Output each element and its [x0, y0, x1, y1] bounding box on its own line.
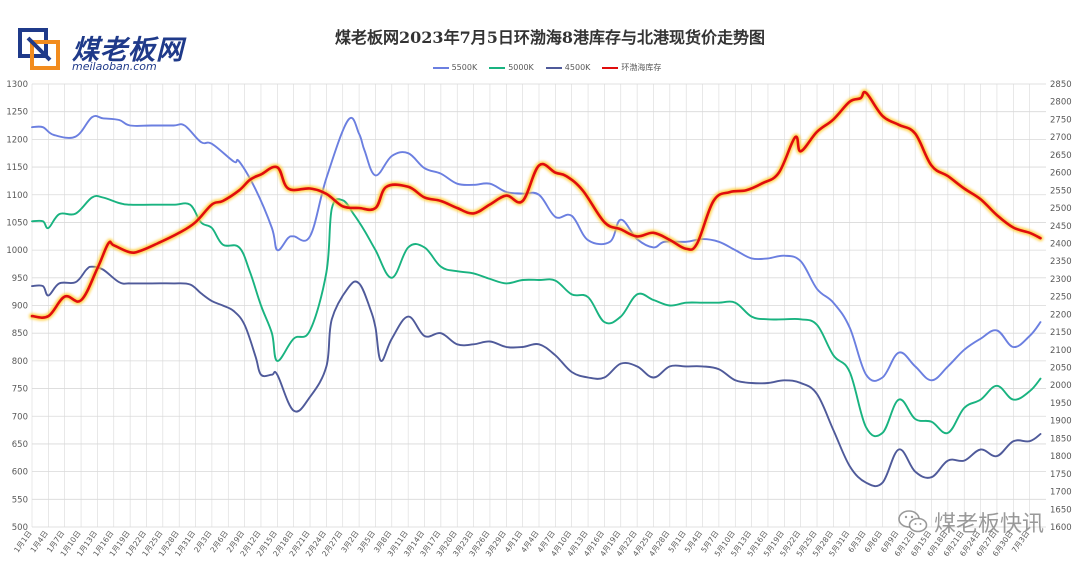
left-tick-label: 550 — [12, 495, 28, 505]
grid-lines — [31, 83, 1046, 528]
right-tick-label: 1600 — [1050, 523, 1072, 533]
right-tick-label: 2550 — [1050, 186, 1072, 196]
brand-url: meilaoban.com — [72, 60, 157, 73]
legend-swatch-inventory — [602, 66, 619, 69]
brand-name: 煤老板网 — [72, 35, 184, 66]
left-tick-label: 900 — [12, 302, 28, 312]
legend-label-5500k: 5500K — [451, 63, 478, 72]
right-tick-label: 2850 — [1050, 80, 1072, 90]
right-axis-ticks: 1600 1650 1700 1750 1800 1850 1900 1950 2000 2050… — [1050, 80, 1072, 533]
right-tick-label: 2150 — [1050, 328, 1072, 338]
legend-item-5000k[interactable]: 5000K — [489, 62, 534, 73]
brand-logo: 煤老板网 meilaoban.com — [14, 24, 214, 74]
left-tick-label: 1000 — [6, 246, 28, 256]
right-tick-label: 2250 — [1050, 293, 1072, 303]
left-tick-label: 950 — [12, 274, 28, 284]
right-tick-label: 2400 — [1050, 239, 1072, 249]
right-tick-label: 2800 — [1050, 98, 1072, 108]
right-tick-label: 1700 — [1050, 488, 1072, 498]
left-tick-label: 1100 — [6, 191, 28, 201]
right-tick-label: 1900 — [1050, 417, 1072, 427]
right-tick-label: 2350 — [1050, 257, 1072, 267]
left-tick-label: 1300 — [6, 80, 28, 90]
legend-item-5500k[interactable]: 5500K — [432, 62, 478, 73]
left-tick-label: 850 — [12, 329, 28, 339]
left-tick-label: 600 — [12, 468, 28, 478]
legend-item-inventory[interactable]: 环渤海库存 — [602, 62, 661, 73]
right-tick-label: 2050 — [1050, 364, 1072, 374]
left-tick-label: 800 — [12, 357, 28, 367]
legend-swatch-5500k — [432, 66, 449, 69]
series-line-inventory — [30, 90, 1042, 319]
legend-item-4500k[interactable]: 4500K — [545, 62, 591, 73]
right-tick-label: 2450 — [1050, 222, 1072, 232]
left-tick-label: 700 — [12, 412, 28, 422]
left-tick-label: 1250 — [6, 108, 28, 118]
right-tick-label: 2000 — [1050, 381, 1072, 391]
right-tick-label: 2200 — [1050, 310, 1072, 320]
watermark-text: 煤老板快讯 — [933, 512, 1044, 537]
right-tick-label: 1950 — [1050, 399, 1072, 409]
right-tick-label: 1800 — [1050, 452, 1072, 462]
right-tick-label: 2650 — [1050, 151, 1072, 161]
right-tick-label: 1650 — [1050, 505, 1072, 515]
right-tick-label: 2750 — [1050, 115, 1072, 125]
legend-label-inventory: 环渤海库存 — [621, 63, 662, 72]
watermark: 煤老板快讯 — [898, 506, 1044, 538]
left-tick-label: 1050 — [6, 218, 28, 228]
legend-swatch-4500k — [545, 66, 562, 69]
chart-legend: 5500K 5000K 4500K 环渤海库存 — [0, 62, 1080, 73]
chart-title: 煤老板网2023年7月5日环渤海8港库存与北港现货价走势图 — [335, 28, 765, 47]
legend-label-5000k: 5000K — [508, 63, 534, 72]
left-tick-label: 500 — [12, 523, 28, 533]
right-tick-label: 1750 — [1050, 470, 1072, 480]
left-tick-label: 1200 — [6, 135, 28, 145]
left-axis-ticks: 500 550 600 650 700 750 800 850 900 950 1000 1050 11… — [6, 80, 28, 533]
series-line-5500k — [31, 114, 1042, 382]
legend-label-4500k: 4500K — [564, 63, 591, 72]
series-line-4500k — [31, 265, 1042, 488]
left-tick-label: 650 — [12, 440, 28, 450]
x-axis-ticks: 1月1日1月4日1月7日1月10日1月13日1月16日1月19日1月22日1月2… — [12, 529, 1031, 558]
left-tick-label: 1150 — [6, 163, 28, 173]
brand-logo-icon — [18, 28, 60, 70]
legend-swatch-5000k — [489, 66, 506, 69]
wechat-icon — [898, 510, 928, 533]
right-tick-label: 2300 — [1050, 275, 1072, 285]
left-tick-label: 750 — [12, 385, 28, 395]
right-tick-label: 2100 — [1050, 346, 1072, 356]
series-lines — [29, 89, 1044, 488]
right-tick-label: 1850 — [1050, 434, 1072, 444]
right-tick-label: 2600 — [1050, 169, 1072, 179]
series-line-5000k — [31, 195, 1042, 438]
right-tick-label: 2500 — [1050, 204, 1072, 214]
right-tick-label: 2700 — [1050, 133, 1072, 143]
